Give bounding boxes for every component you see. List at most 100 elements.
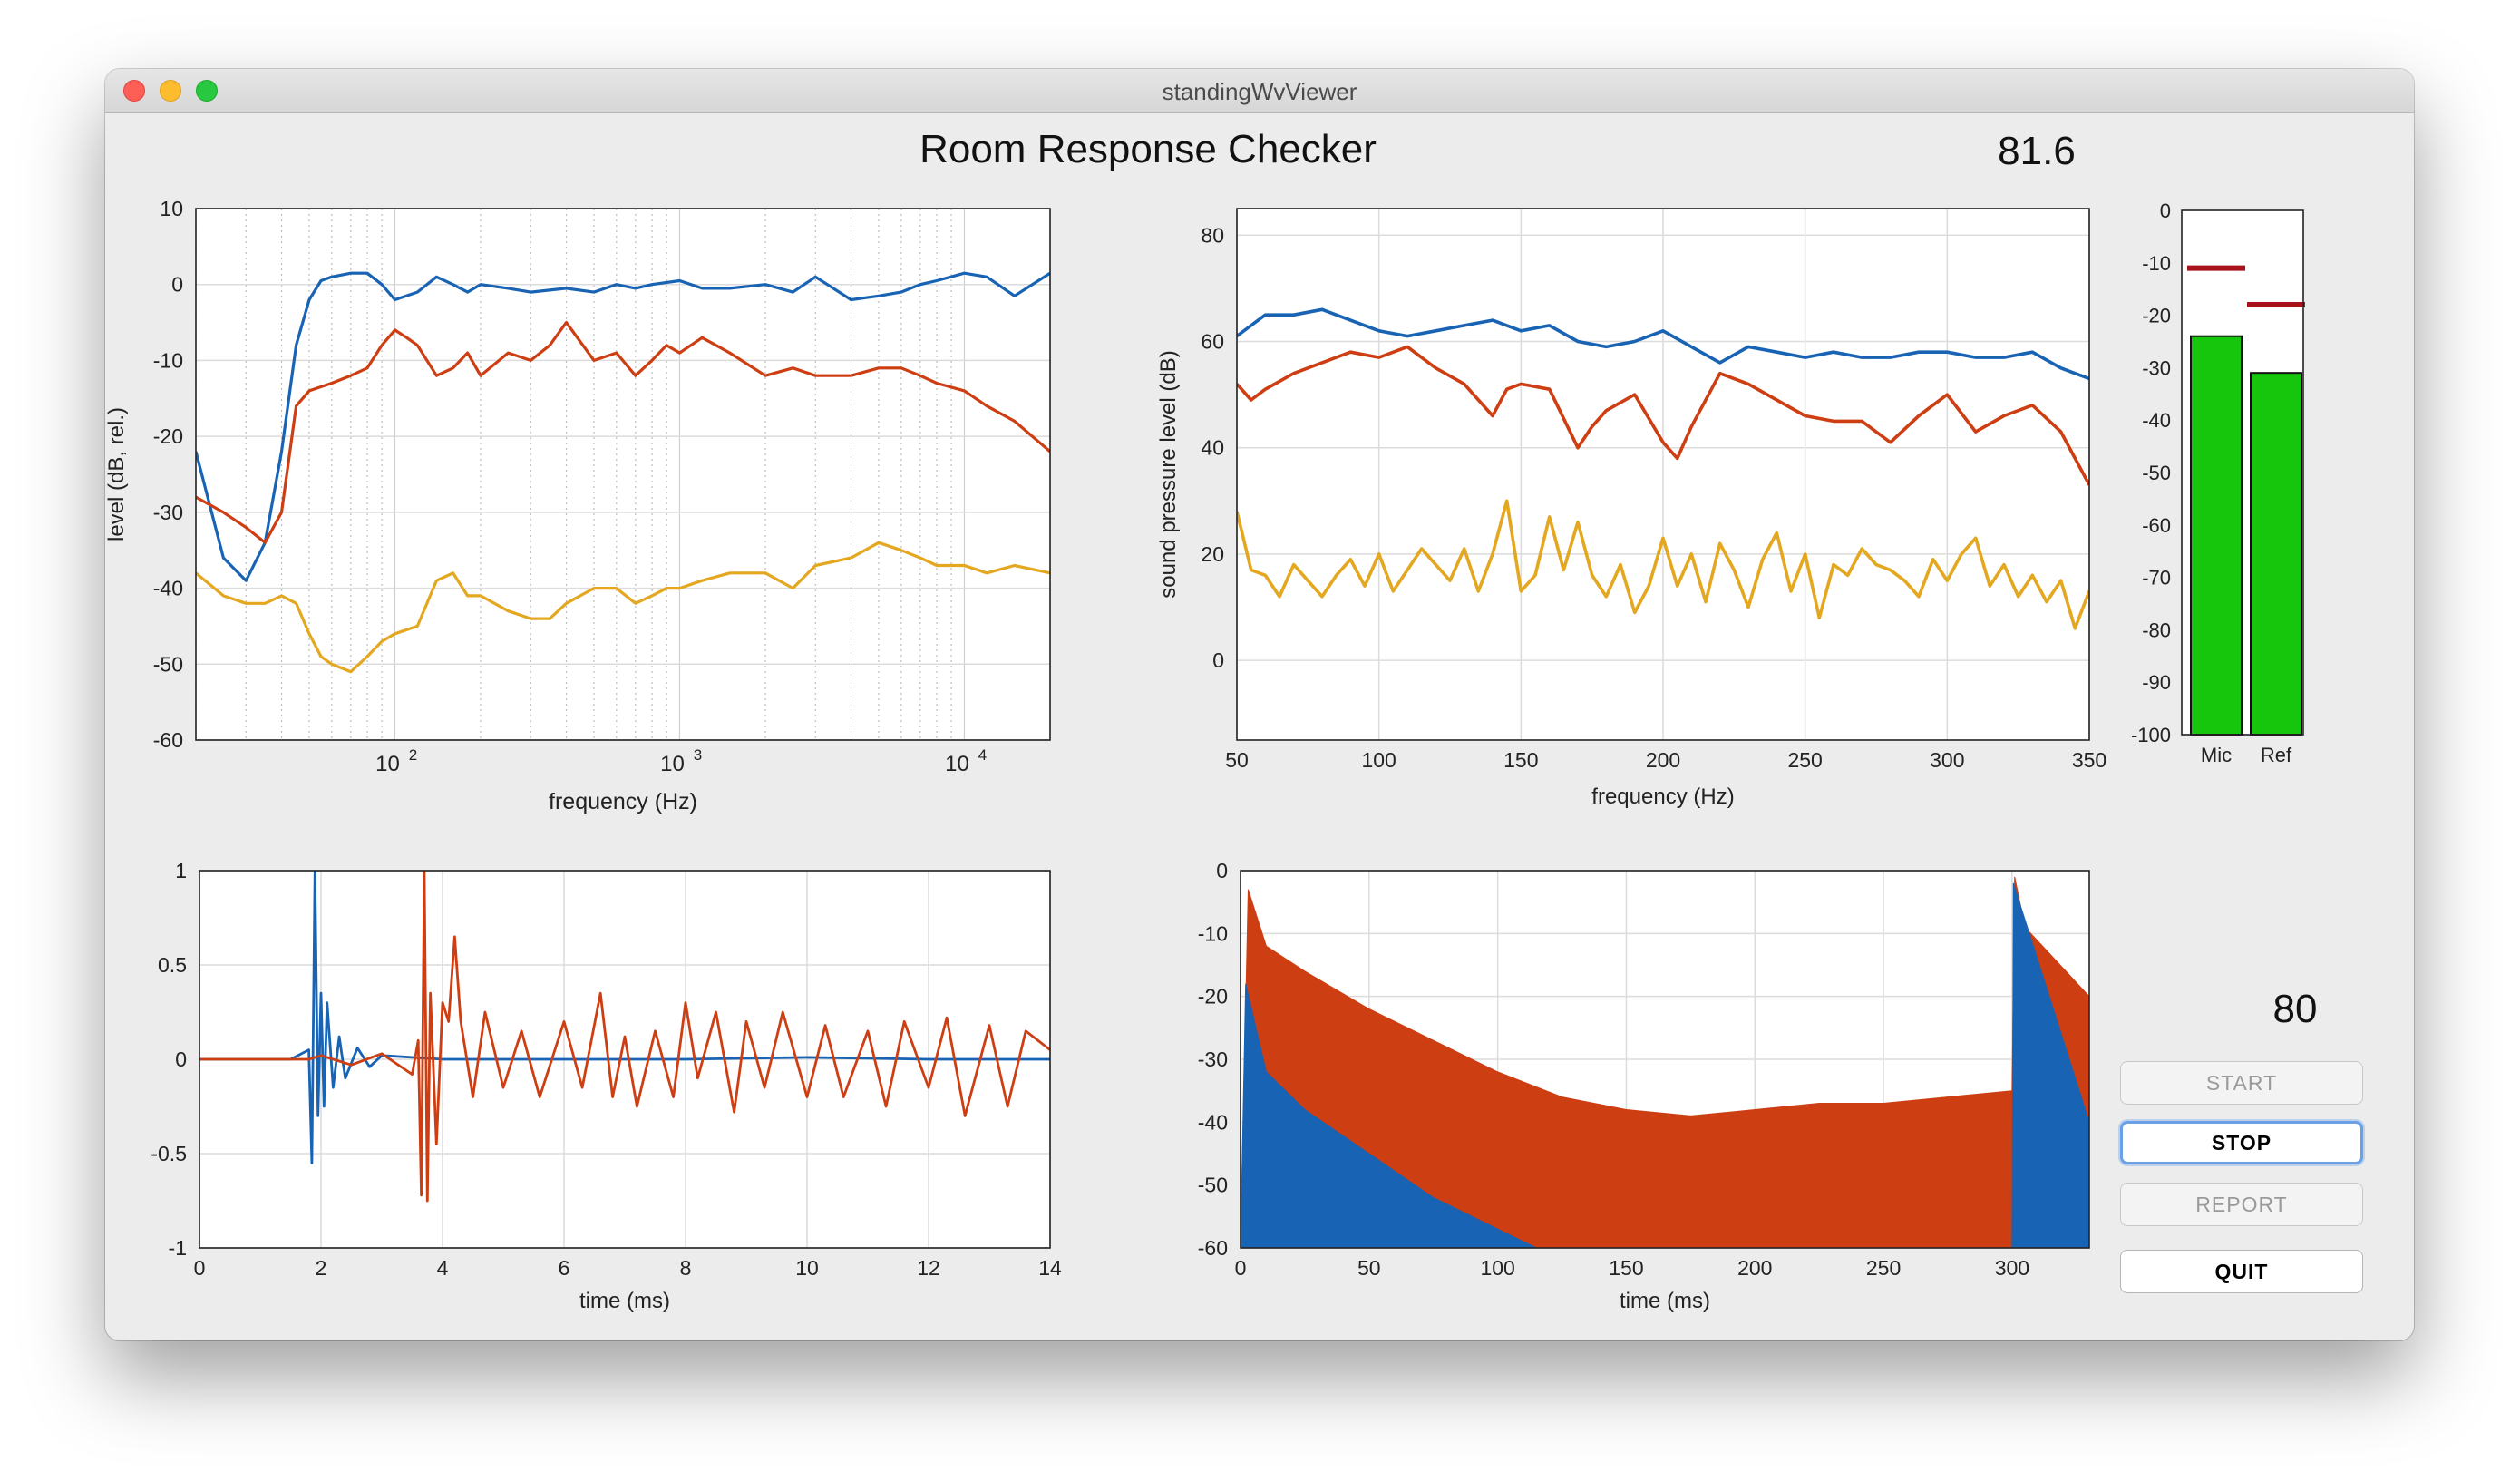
y-tick-label: 0 [1216,859,1228,882]
y-tick-label: -50 [1198,1174,1228,1197]
x-tick-label: 2 [316,1256,327,1280]
title-bar[interactable]: standingWvViewer [105,69,2414,113]
x-tick-label: 300 [1995,1256,2029,1280]
x-tick-label: 50 [1225,748,1249,772]
y-tick-label: -30 [2142,356,2171,379]
x-tick-label: 10 [375,752,400,776]
x-tick-label: 10 [660,752,685,776]
y-tick-label: -90 [2142,671,2171,694]
y-tick-label: 0 [1212,648,1224,672]
x-tick-label: 200 [1737,1256,1772,1280]
y-tick-label: -60 [153,728,183,752]
series-group [199,871,1050,1203]
x-tick-exponent: 2 [409,746,417,764]
x-axis-label: frequency (Hz) [549,789,697,814]
y-tick-label: -30 [1198,1047,1228,1071]
window-title: standingWvViewer [1162,78,1357,105]
series-line-yellow [1237,499,2089,630]
x-tick-label: 100 [1361,748,1396,772]
meter-bar-mic [2190,335,2243,736]
x-axis-label: frequency (Hz) [1591,784,1734,809]
y-tick-label: -50 [2142,462,2171,484]
plot-border [1240,870,2090,1249]
series-group [1237,307,2089,630]
x-tick-label: 100 [1480,1256,1514,1280]
quit-button[interactable]: QUIT [2120,1250,2363,1293]
x-tick-label: 200 [1646,748,1680,772]
y-tick-label: -30 [153,501,183,524]
series-line-blue [196,271,1050,582]
plot-border [1236,208,2090,741]
x-tick-label: 350 [2072,748,2106,772]
y-tick-label: -40 [2142,409,2171,432]
y-tick-label: -60 [2142,514,2171,537]
series-group [1241,876,2089,1248]
y-tick-label: 0.5 [158,953,187,977]
y-tick-label: -70 [2142,567,2171,589]
x-tick-exponent: 3 [694,746,702,764]
app-heading: Room Response Checker [919,127,1377,171]
x-tick-exponent: 4 [978,746,987,764]
series-area-blue [1241,882,2089,1248]
report-button[interactable]: REPORT [2120,1183,2363,1226]
level-readout: 81.6 [1998,129,2076,173]
series-line-yellow [196,541,1050,674]
x-tick-label: 150 [1503,748,1538,772]
x-axis-label: time (ms) [579,1289,670,1313]
y-tick-label: -40 [153,577,183,600]
y-tick-label: 20 [1201,542,1224,566]
x-axis-label: time (ms) [1620,1289,1710,1313]
x-tick-label: 150 [1609,1256,1643,1280]
minimize-window-button[interactable] [160,80,181,102]
meter-label-mic: Mic [2201,744,2232,766]
y-tick-label: -20 [2142,305,2171,327]
series-line-blue [1237,307,2089,381]
y-tick-label: -100 [2131,724,2171,746]
y-tick-label: -40 [1198,1110,1228,1134]
impulse-response-chart: 0 2 4 6 8 10 12 14 1 0.5 0 -0.5 -1 time (ms) [151,859,1062,1313]
x-tick-label: 10 [945,752,969,776]
x-tick-label: 250 [1866,1256,1901,1280]
y-tick-label: -10 [153,348,183,372]
app-window: standingWvViewer Room Response Checker 8… [105,69,2414,1340]
y-tick-label: -20 [1198,985,1228,1008]
zoom-window-button[interactable] [196,80,218,102]
x-tick-label: 300 [1930,748,1964,772]
close-window-button[interactable] [123,80,145,102]
y-tick-label: 80 [1201,223,1224,247]
start-button[interactable]: START [2120,1061,2363,1105]
y-tick-label: -1 [169,1236,187,1260]
y-tick-label: 0 [2160,200,2171,222]
plot-border [2181,209,2304,736]
y-tick-label: -10 [2142,252,2171,275]
series-line-blue [199,871,1050,1164]
stop-button[interactable]: STOP [2120,1121,2363,1164]
decay-envelope-chart: 0 50 100 150 200 250 300 0 -10 -20 -30 -40 -50 -60 tim… [1198,859,2090,1313]
frequency-response-log-chart: 10 0 -10 -20 -30 -40 -50 -60 10 2 10 3 10 4 frequency … [105,197,1051,814]
meter-label-ref: Ref [2261,744,2292,766]
x-tick-label: 4 [437,1256,449,1280]
plot-border [199,870,1051,1249]
plot-border [195,208,1051,741]
x-tick-label: 10 [795,1256,819,1280]
y-tick-label: -80 [2142,619,2171,641]
x-tick-label: 12 [917,1256,940,1280]
x-tick-label: 14 [1038,1256,1062,1280]
y-tick-label: 60 [1201,330,1224,354]
y-tick-label: -10 [1198,921,1228,945]
y-tick-label: -0.5 [151,1142,187,1165]
y-tick-label: -60 [1198,1236,1228,1260]
level-meter-chart: 0 -10 -20 -30 -40 -50 -60 -70 -80 -90 -100 Mic Ref [2131,200,2305,766]
series-group [196,271,1050,674]
y-axis-label: level (dB, rel.) [105,407,129,541]
x-tick-label: 0 [1235,1256,1247,1280]
series-line-red [1237,345,2089,486]
setpoint-readout: 80 [2272,987,2318,1031]
series-line-red [199,871,1050,1203]
y-tick-label: 10 [160,197,183,220]
x-tick-label: 8 [680,1256,692,1280]
plot-background [196,209,1050,740]
x-tick-label: 0 [194,1256,206,1280]
